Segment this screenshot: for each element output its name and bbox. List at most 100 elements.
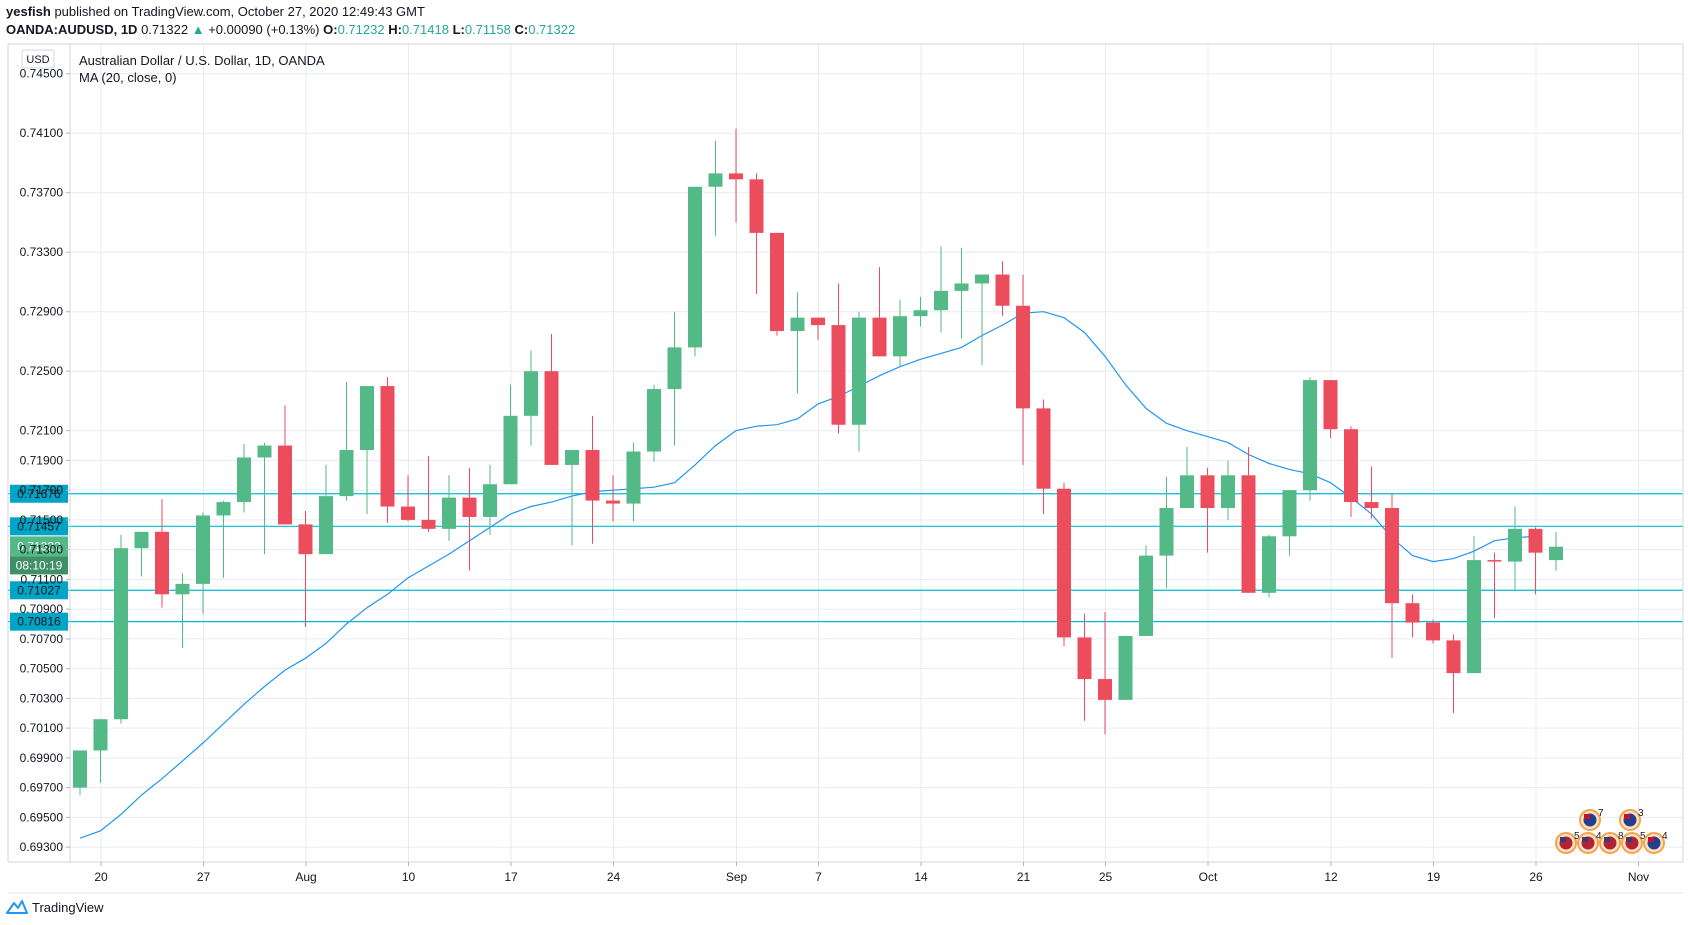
event-badge[interactable]: 3 xyxy=(1619,808,1644,831)
candle[interactable] xyxy=(852,311,866,452)
currency-button[interactable]: USD xyxy=(26,54,49,66)
candle-body[interactable] xyxy=(134,531,149,549)
candle[interactable] xyxy=(401,475,415,522)
candle[interactable] xyxy=(811,317,825,340)
candle[interactable] xyxy=(1364,466,1379,519)
candle[interactable] xyxy=(421,455,436,532)
candle-body[interactable] xyxy=(1364,502,1379,509)
symbol-label[interactable]: OANDA:AUDUSD, 1D xyxy=(6,22,138,37)
indicator-label[interactable]: MA (20, close, 0) xyxy=(79,70,177,85)
candle-body[interactable] xyxy=(1487,560,1502,562)
candle-body[interactable] xyxy=(1036,408,1051,489)
candle-body[interactable] xyxy=(954,283,969,291)
last-price-tag[interactable] xyxy=(10,536,68,557)
candle[interactable] xyxy=(1282,490,1297,556)
candle-body[interactable] xyxy=(749,179,764,233)
currency-button-frame[interactable] xyxy=(21,49,55,69)
horizontal-line-tag[interactable] xyxy=(10,612,68,631)
candle-body[interactable] xyxy=(298,524,313,555)
candle-body[interactable] xyxy=(319,496,333,555)
candle[interactable] xyxy=(626,442,641,522)
candle-body[interactable] xyxy=(913,310,928,317)
candle[interactable] xyxy=(1036,399,1051,514)
candle-body[interactable] xyxy=(1282,490,1297,537)
candle-body[interactable] xyxy=(893,316,907,357)
candle-body[interactable] xyxy=(1057,488,1071,638)
candle[interactable] xyxy=(134,531,149,577)
candle-body[interactable] xyxy=(1159,508,1174,556)
candle[interactable] xyxy=(1467,536,1481,674)
candle[interactable] xyxy=(442,475,456,541)
candle[interactable] xyxy=(257,442,272,555)
candle[interactable] xyxy=(1159,476,1174,589)
candle[interactable] xyxy=(1303,377,1317,501)
candle-body[interactable] xyxy=(790,317,805,332)
candle-body[interactable] xyxy=(1139,555,1153,636)
candle-body[interactable] xyxy=(114,548,128,720)
candle-body[interactable] xyxy=(524,371,538,416)
candle-body[interactable] xyxy=(626,451,641,504)
candle-body[interactable] xyxy=(606,500,620,504)
candle[interactable] xyxy=(1405,594,1420,638)
candle[interactable] xyxy=(1426,619,1440,644)
event-badge[interactable]: 5 xyxy=(1555,831,1580,854)
candle[interactable] xyxy=(995,261,1010,317)
candle[interactable] xyxy=(1221,460,1235,520)
candle[interactable] xyxy=(544,334,559,465)
candle-body[interactable] xyxy=(401,506,415,520)
candle[interactable] xyxy=(1118,635,1133,700)
horizontal-line-tag[interactable] xyxy=(10,517,68,536)
candle-body[interactable] xyxy=(831,325,846,425)
candle-body[interactable] xyxy=(1467,560,1481,674)
candle-body[interactable] xyxy=(1221,475,1235,509)
candle-body[interactable] xyxy=(1200,475,1215,509)
candle-body[interactable] xyxy=(852,317,866,425)
candle[interactable] xyxy=(647,384,661,462)
candle[interactable] xyxy=(524,350,538,446)
candle[interactable] xyxy=(1344,426,1358,517)
candle[interactable] xyxy=(1508,506,1522,590)
candle[interactable] xyxy=(155,499,169,608)
event-badge[interactable]: 4 xyxy=(1643,831,1668,854)
candle-body[interactable] xyxy=(565,450,579,465)
candle[interactable] xyxy=(298,511,313,628)
candle[interactable] xyxy=(831,283,846,434)
candle[interactable] xyxy=(1241,447,1256,593)
candle-body[interactable] xyxy=(175,583,190,595)
candle-body[interactable] xyxy=(1549,546,1563,561)
candle-body[interactable] xyxy=(73,750,87,788)
candle-body[interactable] xyxy=(503,415,518,485)
candle-body[interactable] xyxy=(544,371,559,465)
candle-body[interactable] xyxy=(1385,508,1399,604)
candle[interactable] xyxy=(749,173,764,294)
candle[interactable] xyxy=(196,512,210,614)
candle-body[interactable] xyxy=(1528,528,1543,553)
candle-body[interactable] xyxy=(1303,380,1317,491)
candle[interactable] xyxy=(1446,634,1461,714)
candle-body[interactable] xyxy=(339,450,354,497)
candle[interactable] xyxy=(380,377,395,523)
candle-body[interactable] xyxy=(483,484,497,517)
candle[interactable] xyxy=(708,140,723,236)
candle[interactable] xyxy=(688,186,702,357)
candle[interactable] xyxy=(360,386,374,514)
candle[interactable] xyxy=(1262,534,1276,598)
publisher-name[interactable]: yesfish xyxy=(6,4,51,19)
candle[interactable] xyxy=(175,573,190,648)
candle[interactable] xyxy=(216,500,231,578)
candle-body[interactable] xyxy=(1077,637,1092,680)
candle-body[interactable] xyxy=(380,386,395,507)
candle-body[interactable] xyxy=(667,347,682,390)
candle[interactable] xyxy=(667,311,682,446)
tradingview-logo-icon[interactable] xyxy=(6,899,28,915)
event-badges[interactable]: 7 3 5 4 8 5 4 xyxy=(1555,808,1668,854)
candle-body[interactable] xyxy=(708,173,723,187)
candle[interactable] xyxy=(1139,545,1153,636)
candle-body[interactable] xyxy=(257,445,272,458)
candle-body[interactable] xyxy=(93,719,108,751)
candle[interactable] xyxy=(872,267,887,357)
candle-body[interactable] xyxy=(442,497,456,529)
candle[interactable] xyxy=(565,450,579,546)
candle[interactable] xyxy=(319,464,333,555)
candle-body[interactable] xyxy=(872,317,887,357)
